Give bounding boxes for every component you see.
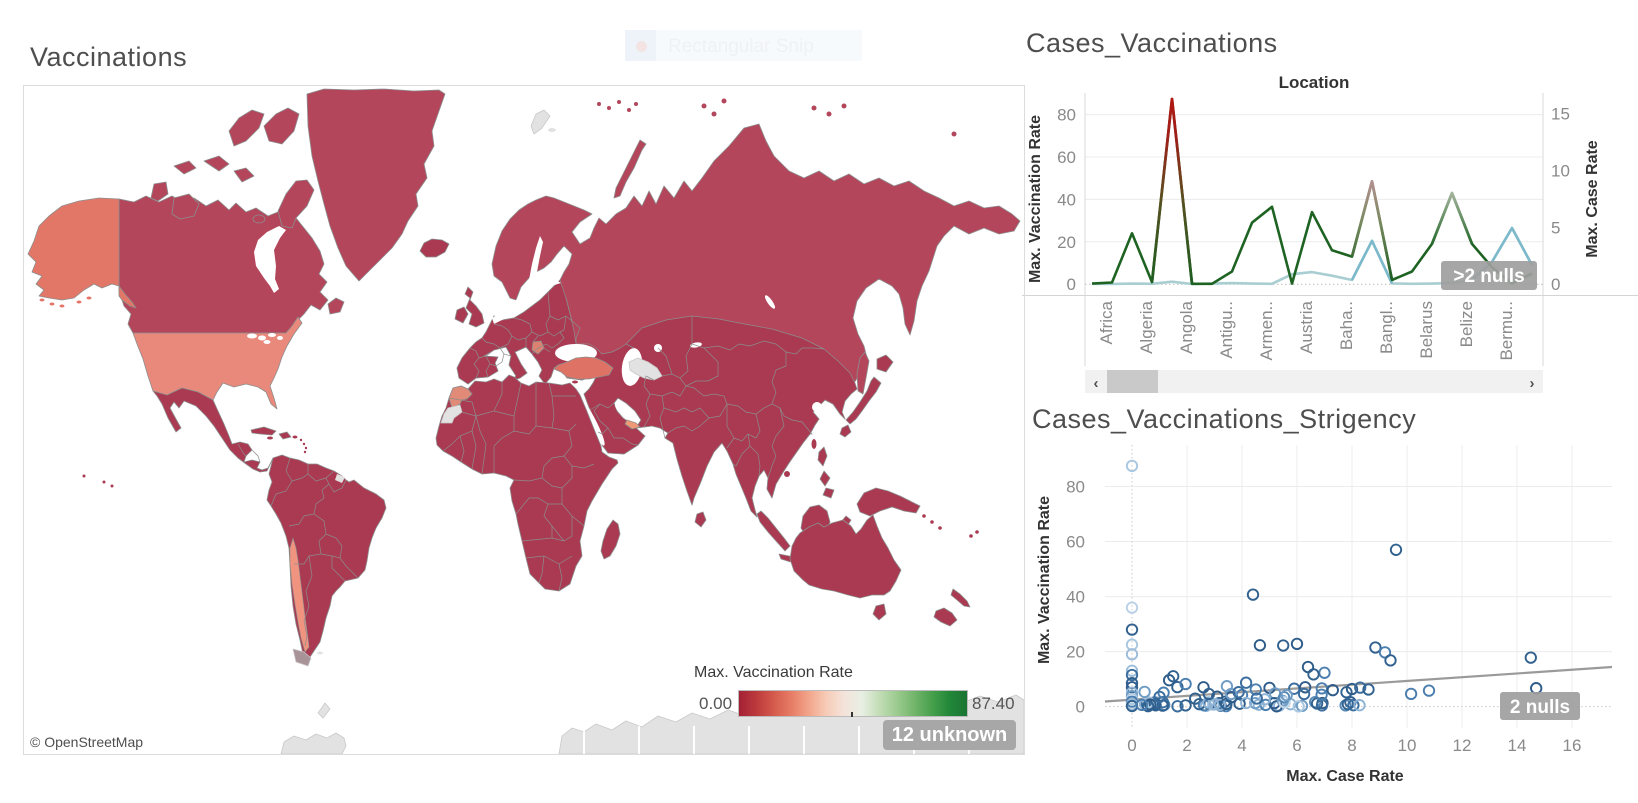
svg-text:80: 80 bbox=[1066, 478, 1085, 497]
svg-text:‹: ‹ bbox=[1094, 375, 1099, 392]
svg-text:14: 14 bbox=[1508, 736, 1527, 755]
svg-text:0: 0 bbox=[1127, 736, 1136, 755]
svg-text:10: 10 bbox=[1551, 162, 1570, 181]
svg-text:Max. Vaccination Rate: Max. Vaccination Rate bbox=[1027, 115, 1044, 283]
svg-text:Baha..: Baha.. bbox=[1337, 301, 1356, 350]
svg-text:6: 6 bbox=[1292, 736, 1301, 755]
svg-text:2: 2 bbox=[1182, 736, 1191, 755]
svg-text:5: 5 bbox=[1551, 218, 1560, 237]
svg-text:60: 60 bbox=[1066, 533, 1085, 552]
svg-text:Max. Case Rate: Max. Case Rate bbox=[1286, 768, 1403, 785]
svg-text:Antigu..: Antigu.. bbox=[1217, 301, 1236, 359]
svg-text:Max. Case Rate: Max. Case Rate bbox=[1584, 140, 1601, 257]
svg-text:Angola: Angola bbox=[1177, 300, 1196, 353]
svg-text:4: 4 bbox=[1237, 736, 1246, 755]
svg-text:40: 40 bbox=[1066, 588, 1085, 607]
svg-text:›: › bbox=[1530, 375, 1535, 392]
svg-text:Location: Location bbox=[1279, 73, 1350, 92]
svg-text:0: 0 bbox=[1551, 275, 1560, 294]
svg-text:10: 10 bbox=[1398, 736, 1417, 755]
svg-text:Belarus: Belarus bbox=[1417, 301, 1436, 359]
svg-text:80: 80 bbox=[1057, 106, 1076, 125]
svg-text:16: 16 bbox=[1563, 736, 1582, 755]
svg-text:Bangl..: Bangl.. bbox=[1377, 301, 1396, 354]
svg-text:Austria: Austria bbox=[1297, 300, 1316, 353]
svg-text:>2 nulls: >2 nulls bbox=[1453, 266, 1524, 287]
svg-text:0: 0 bbox=[1067, 275, 1076, 294]
svg-text:20: 20 bbox=[1066, 643, 1085, 662]
svg-text:40: 40 bbox=[1057, 190, 1076, 209]
svg-text:2 nulls: 2 nulls bbox=[1510, 697, 1570, 718]
svg-text:Africa: Africa bbox=[1097, 300, 1116, 344]
svg-text:15: 15 bbox=[1551, 105, 1570, 124]
svg-text:Belize: Belize bbox=[1457, 301, 1476, 347]
svg-text:12: 12 bbox=[1453, 736, 1472, 755]
svg-text:20: 20 bbox=[1057, 233, 1076, 252]
svg-text:Bermu..: Bermu.. bbox=[1497, 301, 1516, 361]
svg-text:Max. Vaccination Rate: Max. Vaccination Rate bbox=[1036, 496, 1053, 664]
svg-text:8: 8 bbox=[1347, 736, 1356, 755]
svg-text:60: 60 bbox=[1057, 148, 1076, 167]
svg-text:Algeria: Algeria bbox=[1137, 300, 1156, 353]
svg-text:Armen..: Armen.. bbox=[1257, 301, 1276, 361]
svg-text:0: 0 bbox=[1076, 698, 1085, 717]
